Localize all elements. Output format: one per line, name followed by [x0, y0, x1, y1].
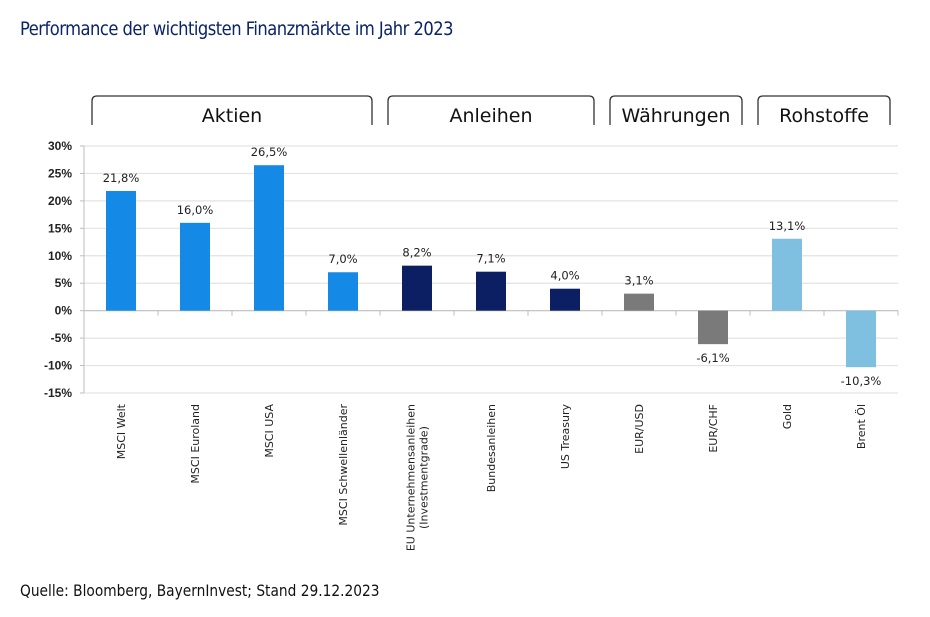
category-label: MSCI USA — [263, 404, 276, 458]
category-label: EUR/USD — [633, 404, 646, 454]
group-bracket — [91, 95, 373, 125]
y-tick-label: 25% — [48, 166, 72, 180]
category-label-line: Gold — [781, 404, 794, 429]
y-tick-label: 0% — [55, 304, 73, 318]
category-label-line: MSCI USA — [263, 404, 276, 458]
bar — [106, 191, 136, 311]
group-label: Anleihen — [449, 105, 532, 127]
bar — [846, 310, 876, 368]
gridlines — [84, 145, 898, 394]
category-label-line: EUR/CHF — [707, 404, 720, 453]
y-tick-label: 15% — [48, 221, 72, 235]
data-labels: 21,8% 16,0% 26,5% 7,0% 8,2% 7,1% 4,0% 3,1% -6,1%… — [103, 145, 882, 388]
category-label-line: MSCI Euroland — [189, 404, 202, 484]
bar — [772, 238, 802, 311]
bar — [476, 271, 506, 311]
bars — [106, 165, 876, 368]
data-label: 7,1% — [476, 252, 505, 266]
category-label: US Treasury — [559, 404, 572, 470]
bar — [328, 272, 358, 311]
group-bracket — [757, 95, 891, 125]
y-tick-label: 20% — [48, 194, 72, 208]
category-label: Gold — [781, 404, 794, 429]
category-label: MSCI Schwellenländer — [337, 404, 350, 526]
data-label: 21,8% — [103, 171, 140, 185]
bar — [550, 288, 580, 311]
group-label: Währungen — [622, 105, 731, 127]
group-bracket — [387, 95, 595, 125]
category-label-line: MSCI Schwellenländer — [337, 404, 350, 526]
source-note: Quelle: Bloomberg, BayernInvest; Stand 2… — [20, 581, 380, 600]
category-label: Brent Öl — [855, 404, 868, 449]
category-label-line: Bundesanleihen — [485, 404, 498, 492]
data-label: 26,5% — [251, 145, 288, 159]
category-label: EU Unternehmensanleihen (Investmentgrade) — [405, 404, 431, 551]
y-tick-label: -5% — [51, 331, 73, 345]
group-label: Rohstoffe — [779, 105, 869, 127]
data-label: 4,0% — [550, 269, 579, 283]
bar — [624, 293, 654, 311]
data-label: -10,3% — [841, 374, 882, 388]
data-label: 8,2% — [402, 246, 431, 260]
category-label-line: EUR/USD — [633, 404, 646, 454]
category-label: Bundesanleihen — [485, 404, 498, 492]
bar — [180, 222, 210, 311]
category-label-line: (Investmentgrade) — [418, 426, 431, 529]
data-label: 13,1% — [769, 219, 806, 233]
group-brackets: Aktien Anleihen Währungen Rohstoffe — [91, 95, 891, 127]
group-label: Aktien — [202, 105, 262, 127]
category-labels: MSCI Welt MSCI Euroland MSCI USA MSCI Schwe… — [115, 403, 868, 551]
category-label-line: MSCI Welt — [115, 403, 128, 459]
category-label: EUR/CHF — [707, 404, 720, 453]
data-label: 3,1% — [624, 274, 653, 288]
y-tick-label: 30% — [48, 139, 72, 153]
y-tick-label: 5% — [55, 276, 73, 290]
y-tick-label: 10% — [48, 249, 72, 263]
y-tick-label: -10% — [44, 359, 72, 373]
group-bracket — [609, 95, 743, 125]
data-label: 7,0% — [328, 252, 357, 266]
category-label-line: EU Unternehmensanleihen — [405, 404, 418, 551]
bar — [698, 310, 728, 345]
bar — [402, 265, 432, 311]
axes: 30% 25% 20% 15% 10% 5% 0% -5% -10% -15% — [44, 139, 899, 400]
data-label: 16,0% — [177, 203, 214, 217]
category-label-line: Brent Öl — [855, 404, 868, 449]
category-label: MSCI Euroland — [189, 404, 202, 484]
y-tick-label: -15% — [44, 386, 72, 400]
category-label-line: US Treasury — [559, 404, 572, 470]
bar — [254, 165, 284, 311]
category-label: MSCI Welt — [115, 403, 128, 459]
data-label: -6,1% — [696, 351, 729, 365]
chart-title: Performance der wichtigsten Finanzmärkte… — [20, 18, 453, 40]
